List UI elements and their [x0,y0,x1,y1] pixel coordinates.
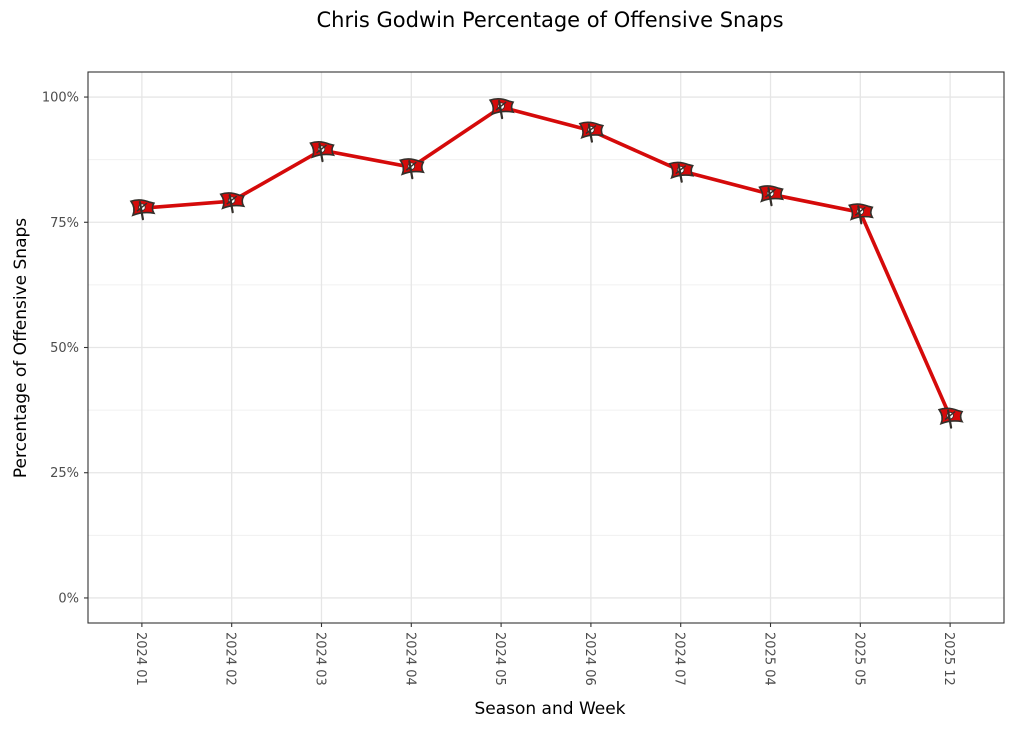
x-tick-label: 2024 03 [312,632,327,686]
x-tick-label: 2024 01 [133,632,148,686]
flag-sword [316,144,327,154]
flag-sword [405,161,417,171]
plot-area: 0% 25% 50% 75% 100% 2024 01 2024 02 2024 03 2024… [42,71,1005,686]
x-tick-label: 2025 04 [762,632,777,686]
flag-sword [585,125,597,135]
data-point-marker [758,185,785,207]
flag-sword [675,165,687,175]
x-tick-label: 2024 05 [492,632,507,686]
data-point-marker [399,158,425,180]
flag-sword [495,101,507,111]
x-tick-label: 2024 06 [582,632,597,686]
x-tick-label: 2024 07 [672,632,687,686]
flag-sword [854,206,866,216]
flag-sword [944,411,956,421]
x-tick-label: 2025 05 [851,632,866,686]
flag-pole [767,187,773,207]
flag-pole [677,163,683,183]
data-point-marker [129,199,156,221]
data-point-marker [937,407,964,429]
flag-pole [138,201,144,221]
data-point-marker [578,121,605,143]
flag-pole [946,409,953,429]
chart-title: Chris Godwin Percentage of Offensive Sna… [316,8,783,32]
data-point-marker [668,161,695,183]
flag-pole [587,123,594,143]
y-tick-label: 50% [50,341,79,356]
data-point-marker [219,192,246,214]
y-tick-label: 75% [50,216,79,231]
data-point-marker [309,141,336,163]
flag-pole [228,194,234,214]
x-tick-label: 2024 02 [223,632,238,686]
flag-pole [498,99,504,120]
y-axis-title: Percentage of Offensive Snaps [11,218,31,478]
data-point-marker [488,98,515,120]
x-tick-label: 2025 12 [941,632,956,686]
x-axis-title: Season and Week [474,699,625,719]
data-point-marker [848,203,874,225]
y-tick-label: 25% [50,466,79,481]
y-tick-label: 0% [58,591,79,606]
flag-sword [136,202,148,212]
flag-pole [857,205,863,225]
y-tick-label: 100% [42,91,79,106]
flag-sword [226,195,238,205]
x-tick-label: 2024 04 [402,632,417,686]
flag-pole [318,143,324,163]
flag-sword [765,188,776,198]
flag-pole [408,160,414,180]
series-line [140,105,952,419]
